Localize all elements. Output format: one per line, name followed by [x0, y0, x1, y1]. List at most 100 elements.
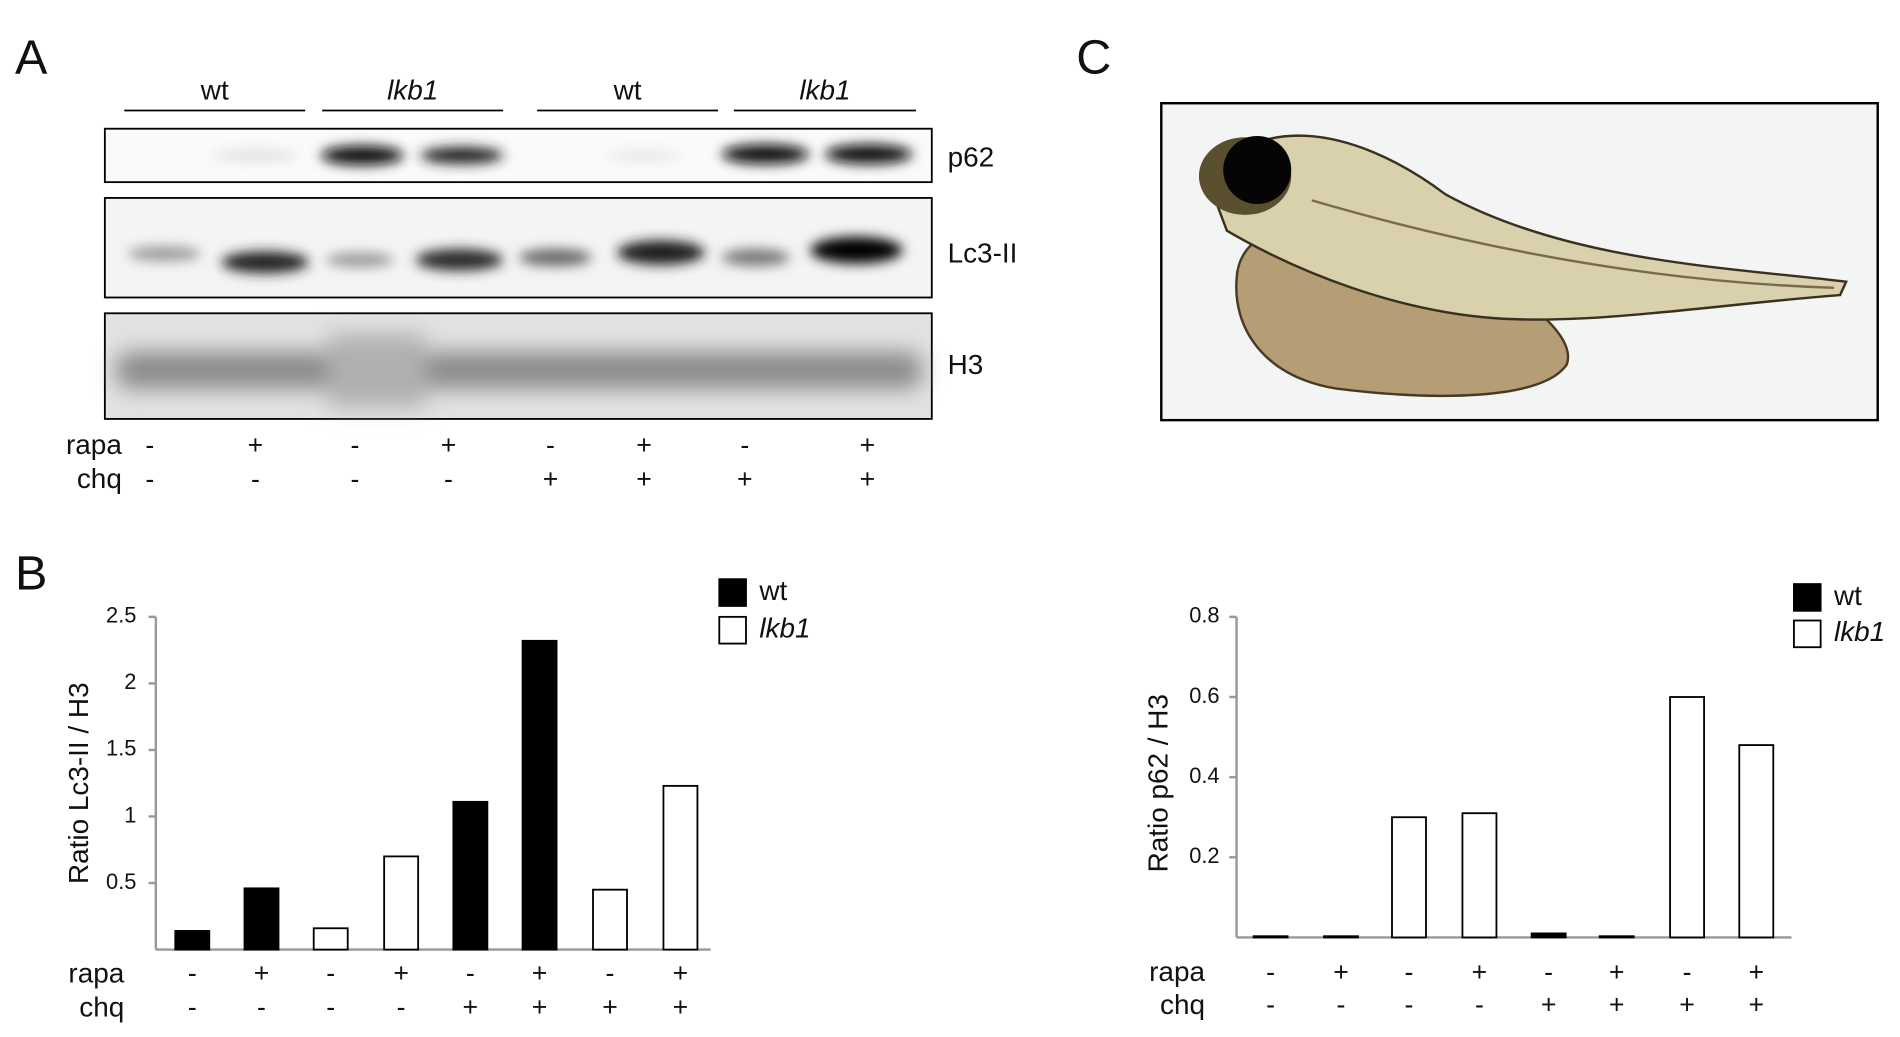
bar [1598, 935, 1635, 939]
bar [1391, 816, 1427, 939]
y-tick-label: 0.2 [1189, 843, 1219, 868]
panel-letter: C [1076, 31, 1111, 85]
y-tick-label: 0.4 [1189, 763, 1219, 788]
blot-label: H3 [948, 349, 984, 380]
row-sign: + [248, 430, 264, 460]
row-sign: + [636, 430, 652, 460]
y-tick-label: 0.8 [1189, 603, 1219, 628]
blot-h3 [103, 312, 933, 420]
row-sign: + [532, 958, 548, 988]
row-sign: - [444, 464, 453, 494]
bar [1669, 696, 1705, 939]
row-sign: - [1266, 957, 1275, 987]
row-sign: + [1748, 957, 1764, 987]
row-sign: - [606, 958, 615, 988]
row-sign: - [1475, 990, 1484, 1020]
bar [521, 639, 558, 951]
panel-letter: B [15, 547, 47, 601]
bar [383, 855, 420, 951]
row-sign: + [1472, 957, 1488, 987]
panel-letter: A [15, 31, 48, 85]
row-sign: + [1748, 990, 1764, 1020]
row-sign: - [397, 992, 406, 1022]
row-sign: - [326, 992, 335, 1022]
blot-lc3 [103, 197, 933, 299]
row-sign: - [188, 992, 197, 1022]
row-sign: - [740, 430, 749, 460]
legend-swatch [1793, 619, 1822, 649]
row-sign: + [393, 958, 409, 988]
row-sign: + [1679, 990, 1695, 1020]
group-label: wt [613, 75, 642, 106]
bar [312, 927, 349, 951]
bar [174, 930, 211, 951]
blot-label: Lc3-II [948, 237, 1018, 268]
y-tick-label: 2.5 [106, 603, 136, 628]
legend-swatch [718, 615, 747, 645]
row-sign: + [636, 464, 652, 494]
row-label: chq [77, 463, 122, 494]
bar [1738, 744, 1775, 939]
row-sign: - [1266, 990, 1275, 1020]
row-sign: + [1541, 990, 1557, 1020]
group-label: lkb1 [799, 75, 850, 106]
bar [592, 888, 628, 951]
row-sign: + [860, 430, 876, 460]
row-sign: - [466, 958, 475, 988]
row-sign: + [673, 992, 689, 1022]
row-label: chq [79, 991, 124, 1022]
row-sign: - [1405, 990, 1414, 1020]
row-label: rapa [68, 957, 124, 988]
y-tick-label: 1.5 [106, 736, 136, 761]
row-sign: - [145, 430, 154, 460]
row-label: rapa [66, 429, 122, 460]
y-tick-label: 2 [124, 669, 136, 694]
row-sign: + [673, 958, 689, 988]
row-sign: - [251, 464, 260, 494]
y-axis-title: Ratio Lc3-II / H3 [63, 682, 94, 884]
row-sign: - [351, 464, 360, 494]
row-sign: + [532, 992, 548, 1022]
bar [662, 784, 699, 951]
bar [1461, 812, 1498, 939]
blot-p62 [103, 127, 933, 184]
row-sign: - [326, 958, 335, 988]
row-sign: - [1683, 957, 1692, 987]
bar [1530, 932, 1567, 939]
y-tick-label: 0.5 [106, 869, 136, 894]
row-sign: - [1405, 957, 1414, 987]
row-sign: + [1609, 990, 1625, 1020]
legend-swatch [1793, 583, 1822, 612]
row-sign: + [602, 992, 618, 1022]
row-sign: - [1337, 990, 1346, 1020]
row-sign: + [463, 992, 479, 1022]
legend-swatch [718, 578, 747, 607]
row-sign: - [351, 430, 360, 460]
row-sign: + [254, 958, 270, 988]
row-sign: - [188, 958, 197, 988]
blot-label: p62 [948, 141, 995, 172]
legend-label: lkb1 [759, 613, 810, 644]
row-sign: + [1609, 957, 1625, 987]
bar [452, 800, 489, 951]
row-sign: - [257, 992, 266, 1022]
row-sign: - [145, 464, 154, 494]
group-label: wt [200, 75, 229, 106]
row-label: chq [1160, 989, 1205, 1020]
bar [1323, 935, 1359, 939]
bar [1252, 935, 1289, 939]
legend-label: lkb1 [1834, 616, 1885, 647]
group-label: lkb1 [387, 75, 438, 106]
embryo-image [1160, 101, 1879, 422]
row-sign: + [860, 464, 876, 494]
legend-label: wt [758, 575, 787, 606]
row-sign: + [737, 464, 753, 494]
y-tick-label: 0.6 [1189, 683, 1219, 708]
row-sign: + [1333, 957, 1349, 987]
y-tick-label: 1 [124, 802, 136, 827]
row-sign: - [1544, 957, 1553, 987]
row-sign: + [543, 464, 559, 494]
row-sign: - [546, 430, 555, 460]
y-axis-title: Ratio p62 / H3 [1142, 694, 1173, 872]
